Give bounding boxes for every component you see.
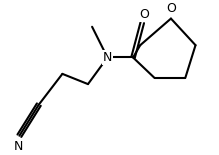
Text: N: N: [14, 140, 23, 153]
Text: N: N: [103, 51, 112, 64]
Text: O: O: [139, 8, 149, 21]
Text: O: O: [166, 2, 176, 15]
